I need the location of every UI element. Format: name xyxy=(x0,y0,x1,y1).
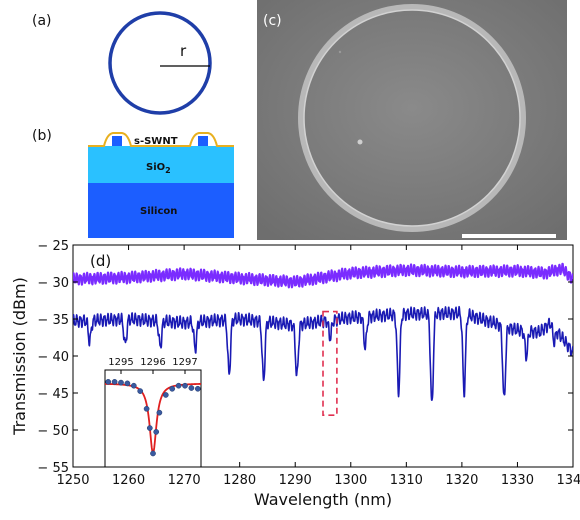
x-axis-label: Wavelength (nm) xyxy=(254,490,392,509)
panel-b-label: (b) xyxy=(32,128,52,144)
series-line xyxy=(73,262,573,289)
y-tick-label: − 35 xyxy=(37,313,69,328)
panel-a-label: (a) xyxy=(32,13,52,29)
inset-data-point xyxy=(175,382,182,389)
y-tick-label: − 50 xyxy=(37,424,69,439)
panel-c-label: (c) xyxy=(263,13,282,29)
inset-data-point xyxy=(194,385,201,392)
x-tick-label: 1330 xyxy=(501,473,534,488)
swnt-layer xyxy=(88,132,234,147)
inset-data-point xyxy=(130,382,137,389)
inset-data-point xyxy=(124,380,131,387)
inset-data-point xyxy=(182,382,188,389)
inset-data-point xyxy=(169,385,176,392)
x-tick-label: 1280 xyxy=(223,473,256,488)
inset-data-point xyxy=(111,379,118,385)
x-tick-label: 1300 xyxy=(334,473,367,488)
x-tick-label: 1270 xyxy=(168,473,201,488)
sem-image xyxy=(257,0,567,240)
panel-d-label: (d) xyxy=(90,252,111,270)
radius-label: r xyxy=(180,42,187,60)
transmission-chart: 1250 1260 1270 1280 1290 1300 1310 1320 1330 1340… xyxy=(10,239,580,509)
x-tick-label: 1260 xyxy=(112,473,145,488)
waveguide-left xyxy=(112,136,122,146)
inset-plot: 1295 1296 1297 xyxy=(104,357,202,468)
inset-data-point xyxy=(162,392,169,398)
y-tick-label: − 30 xyxy=(37,276,69,291)
inset-data-point xyxy=(153,429,160,435)
inset-data-point xyxy=(146,425,153,431)
x-tick-label: 1340 xyxy=(556,473,580,488)
inset-tick-label: 1297 xyxy=(172,357,197,368)
inset-data-point xyxy=(150,450,156,457)
sio2-layer xyxy=(88,146,234,183)
silicon-layer xyxy=(88,183,234,238)
inset-data-point xyxy=(105,379,112,385)
y-axis-label: Transmission (dBm) xyxy=(10,277,29,436)
sem-ring xyxy=(298,4,526,232)
y-tick-label: − 55 xyxy=(37,461,69,476)
inset-tick-label: 1296 xyxy=(140,357,165,368)
inset-data-point xyxy=(188,385,195,391)
ring-schematic xyxy=(108,11,212,115)
highlight-box xyxy=(322,310,338,417)
x-tick-label: 1320 xyxy=(445,473,478,488)
inset-data-point xyxy=(118,379,124,386)
y-tick-label: − 40 xyxy=(37,350,69,365)
sio2-label: SiO2 xyxy=(146,162,171,175)
x-tick-label: 1290 xyxy=(279,473,312,488)
inset-data-point xyxy=(137,388,144,394)
inset-tick-label: 1295 xyxy=(108,357,133,368)
x-tick-label: 1310 xyxy=(390,473,423,488)
cross-section: s-SWNT SiO2 Silicon xyxy=(88,132,234,238)
silicon-label: Silicon xyxy=(140,206,177,217)
inset-data-point xyxy=(143,405,150,412)
y-tick-label: − 45 xyxy=(37,387,69,402)
x-tick-label: 1250 xyxy=(56,473,89,488)
waveguide-right xyxy=(198,136,208,146)
inset-data-point xyxy=(156,409,163,416)
swnt-label: s-SWNT xyxy=(134,136,178,147)
y-tick-label: − 25 xyxy=(37,239,69,254)
